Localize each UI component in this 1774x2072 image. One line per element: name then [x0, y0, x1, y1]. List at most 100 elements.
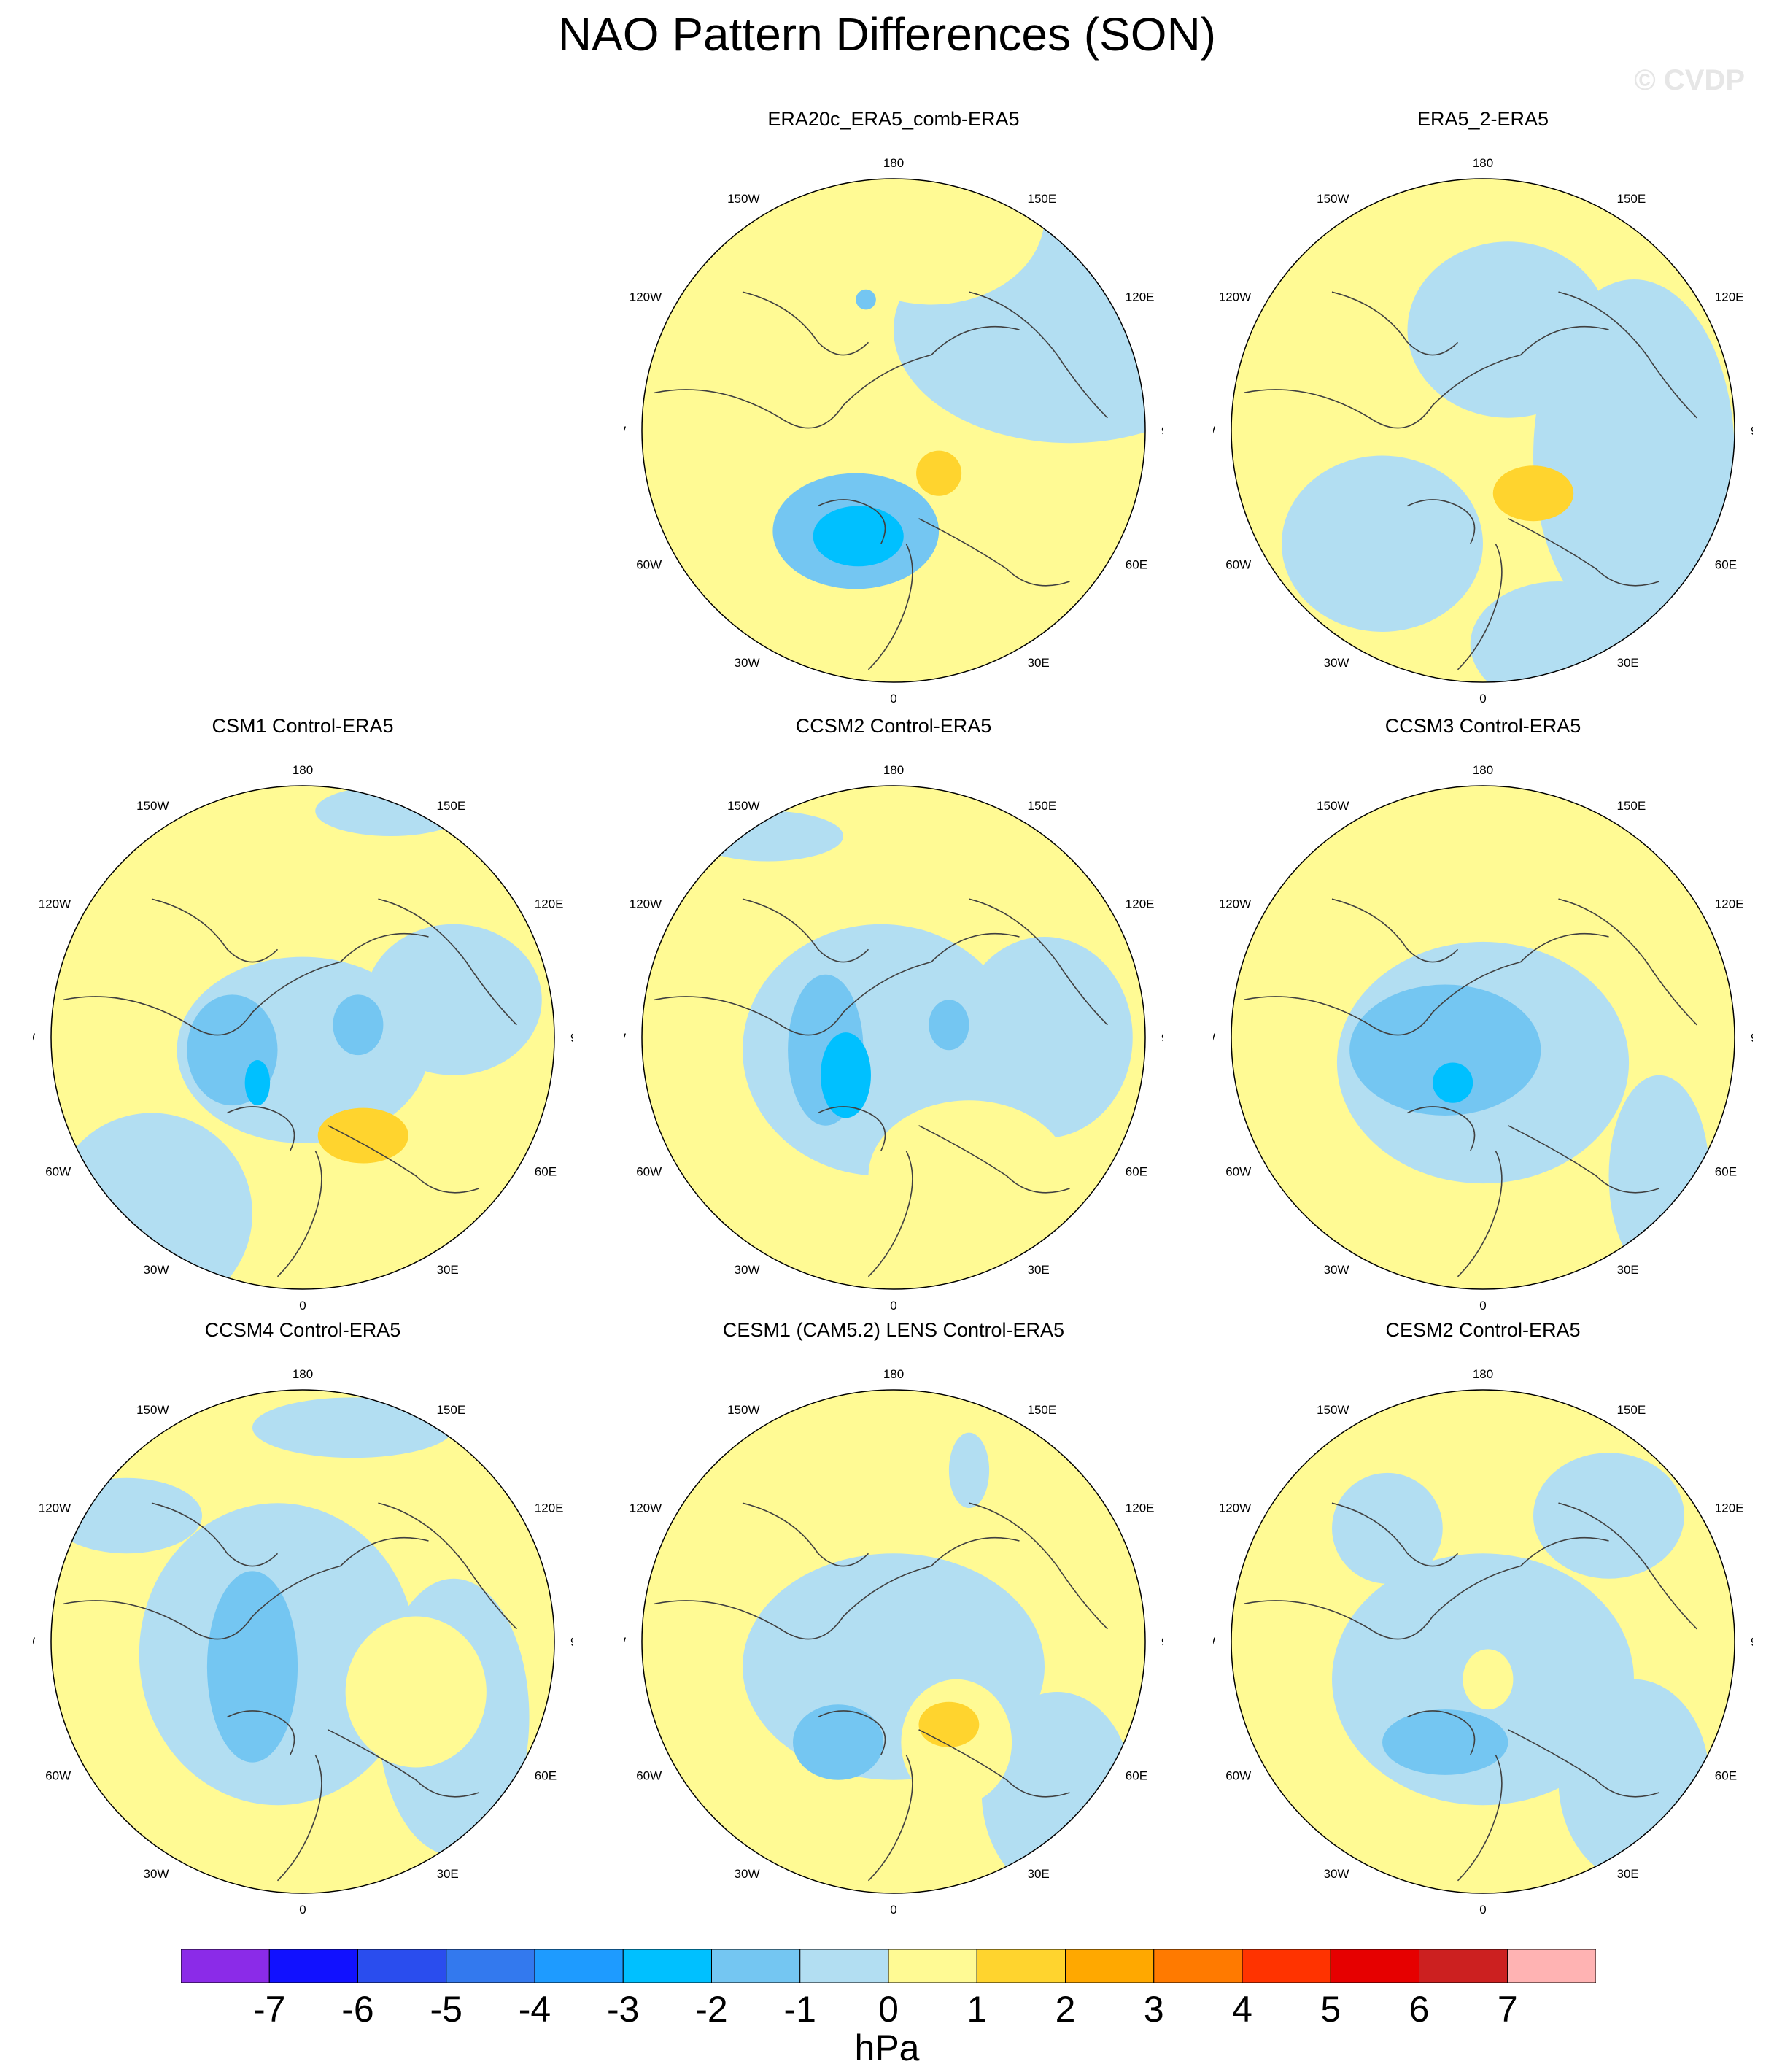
longitude-label: 90E — [1161, 1635, 1163, 1649]
longitude-label: 30E — [1028, 1263, 1050, 1277]
coastline — [969, 291, 1108, 419]
longitude-label: 0 — [890, 1299, 896, 1313]
coastline — [1407, 1710, 1476, 1755]
contour-region-neg2 — [793, 1704, 884, 1780]
polar-map: 180 150E 120E 90E 60E 30E 0 30W 60W 90W 120W 150W — [624, 1367, 1163, 1917]
longitude-label: 150E — [1028, 799, 1057, 813]
longitude-label: 30E — [1617, 1867, 1639, 1881]
map-panel-cesm1-lens: CESM1 (CAM5.2) LENS Control-ERA5 180 150E… — [624, 1319, 1163, 1925]
coastline — [1558, 291, 1697, 419]
longitude-label: 0 — [299, 1299, 306, 1313]
longitude-label: 180 — [293, 1367, 313, 1381]
longitude-label: 60E — [535, 1165, 557, 1179]
contour-region-neg3 — [1433, 1062, 1473, 1103]
colorbar-tick-label: 7 — [1497, 1989, 1518, 2030]
main-title: NAO Pattern Differences (SON) — [557, 8, 1217, 61]
longitude-label: 60E — [1126, 1165, 1147, 1179]
contour-fill — [1231, 179, 1735, 682]
longitude-label: 180 — [1473, 1367, 1493, 1381]
longitude-label: 150W — [136, 1403, 169, 1417]
map-panel-csm1: CSM1 Control-ERA5 180 150E 120E 90E 60E 30E 0 3… — [33, 715, 573, 1321]
longitude-label: 0 — [1479, 1299, 1486, 1313]
longitude-label: 150E — [1028, 1403, 1057, 1417]
map-panel-era20c: ERA20c_ERA5_comb-ERA5 180 150E 120E 90E 60E 3… — [624, 108, 1163, 714]
colorbar-swatch — [976, 1949, 1066, 1983]
longitude-label: 120W — [1219, 897, 1251, 911]
longitude-label: 60E — [1715, 1769, 1737, 1783]
coastline — [969, 1502, 1108, 1630]
polar-map: 180 150E 120E 90E 60E 30E 0 30W 60W 90W 120W 150W — [624, 156, 1163, 706]
contour-region-neg2 — [1382, 1709, 1508, 1775]
coastlines — [63, 1502, 517, 1882]
longitude-label: 90W — [33, 1031, 35, 1045]
coastline — [654, 325, 1020, 429]
contour-region-neg1 — [1332, 1472, 1443, 1584]
contour-region-neg1 — [948, 1432, 990, 1509]
coastline — [654, 1536, 1020, 1640]
longitude-label: 30E — [1028, 1867, 1050, 1881]
coastline — [1457, 1754, 1503, 1882]
longitude-label: 90W — [624, 424, 626, 438]
coastline — [1331, 291, 1459, 356]
longitude-label: 120E — [1126, 897, 1155, 911]
coastline — [378, 898, 517, 1026]
coastline — [276, 1754, 322, 1882]
longitude-label: 0 — [299, 1903, 306, 1917]
longitude-label: 60E — [1715, 1165, 1737, 1179]
longitude-label: 0 — [890, 1903, 896, 1917]
coastline — [742, 898, 869, 963]
colorbar-tick-label: -4 — [518, 1989, 551, 2030]
colorbar-swatch — [1242, 1949, 1331, 1983]
colorbar-tick-label: 1 — [967, 1989, 988, 2030]
longitude-label: 180 — [883, 1367, 904, 1381]
contour-fill — [1231, 786, 1735, 1289]
longitude-label: 30W — [1324, 1867, 1349, 1881]
contour-region-neg2 — [856, 289, 876, 310]
contour-fill — [642, 179, 1145, 682]
longitude-label: 120W — [1219, 1501, 1251, 1515]
colorbar-swatch — [1330, 1949, 1419, 1983]
coastline — [328, 1125, 479, 1194]
contour-region-neg1 — [1407, 241, 1609, 418]
contour-region-neg1 — [51, 1477, 202, 1554]
longitude-label: 60W — [636, 558, 662, 572]
colorbar-tick-label: 2 — [1055, 1989, 1076, 2030]
contour-fill — [51, 1390, 554, 1893]
coastline — [654, 932, 1020, 1036]
longitude-label: 120E — [1126, 290, 1155, 304]
longitude-label: 60W — [636, 1769, 662, 1783]
colorbar-tick-label: -2 — [695, 1989, 728, 2030]
contour-region-zero — [818, 179, 1045, 305]
colorbar-swatch — [888, 1949, 977, 1983]
longitude-label: 60W — [45, 1769, 71, 1783]
map-border — [50, 1389, 555, 1894]
coastline — [1244, 1536, 1609, 1640]
longitude-label: 60E — [535, 1769, 557, 1783]
colorbar-swatch — [622, 1949, 712, 1983]
colorbar-tick-label: -7 — [253, 1989, 286, 2030]
coastline — [1331, 1502, 1459, 1567]
longitude-label: 150W — [727, 192, 759, 206]
longitude-label: 60W — [1225, 1165, 1251, 1179]
coastline — [742, 291, 869, 356]
coastline — [1457, 543, 1503, 670]
panel-title: CSM1 Control-ERA5 — [212, 715, 394, 737]
longitude-label: 90E — [1161, 424, 1163, 438]
contour-region-neg1 — [1470, 581, 1647, 682]
contour-region-pos1 — [317, 1107, 408, 1164]
coastline — [1508, 1729, 1659, 1798]
coastline — [1508, 518, 1659, 587]
cvdp-watermark: © CVDP — [1634, 64, 1745, 96]
longitude-label: 180 — [883, 763, 904, 777]
panel-title: CCSM4 Control-ERA5 — [204, 1319, 401, 1341]
colorbar-tick-label: -5 — [430, 1989, 462, 2030]
longitude-label: 150E — [1617, 1403, 1646, 1417]
longitude-label: 120W — [630, 1501, 662, 1515]
longitude-label: 90E — [1751, 1031, 1753, 1045]
contour-fill — [642, 1390, 1145, 1893]
contour-region-pos1 — [918, 1701, 980, 1747]
coastline — [867, 1150, 913, 1277]
longitude-label: 30W — [1324, 656, 1349, 670]
map-panel-era5-2: ERA5_2-ERA5 180 150E 120E 90E 60E 30E 0 30W 60W 9… — [1213, 108, 1753, 714]
colorbar-tick-label: 5 — [1320, 1989, 1341, 2030]
